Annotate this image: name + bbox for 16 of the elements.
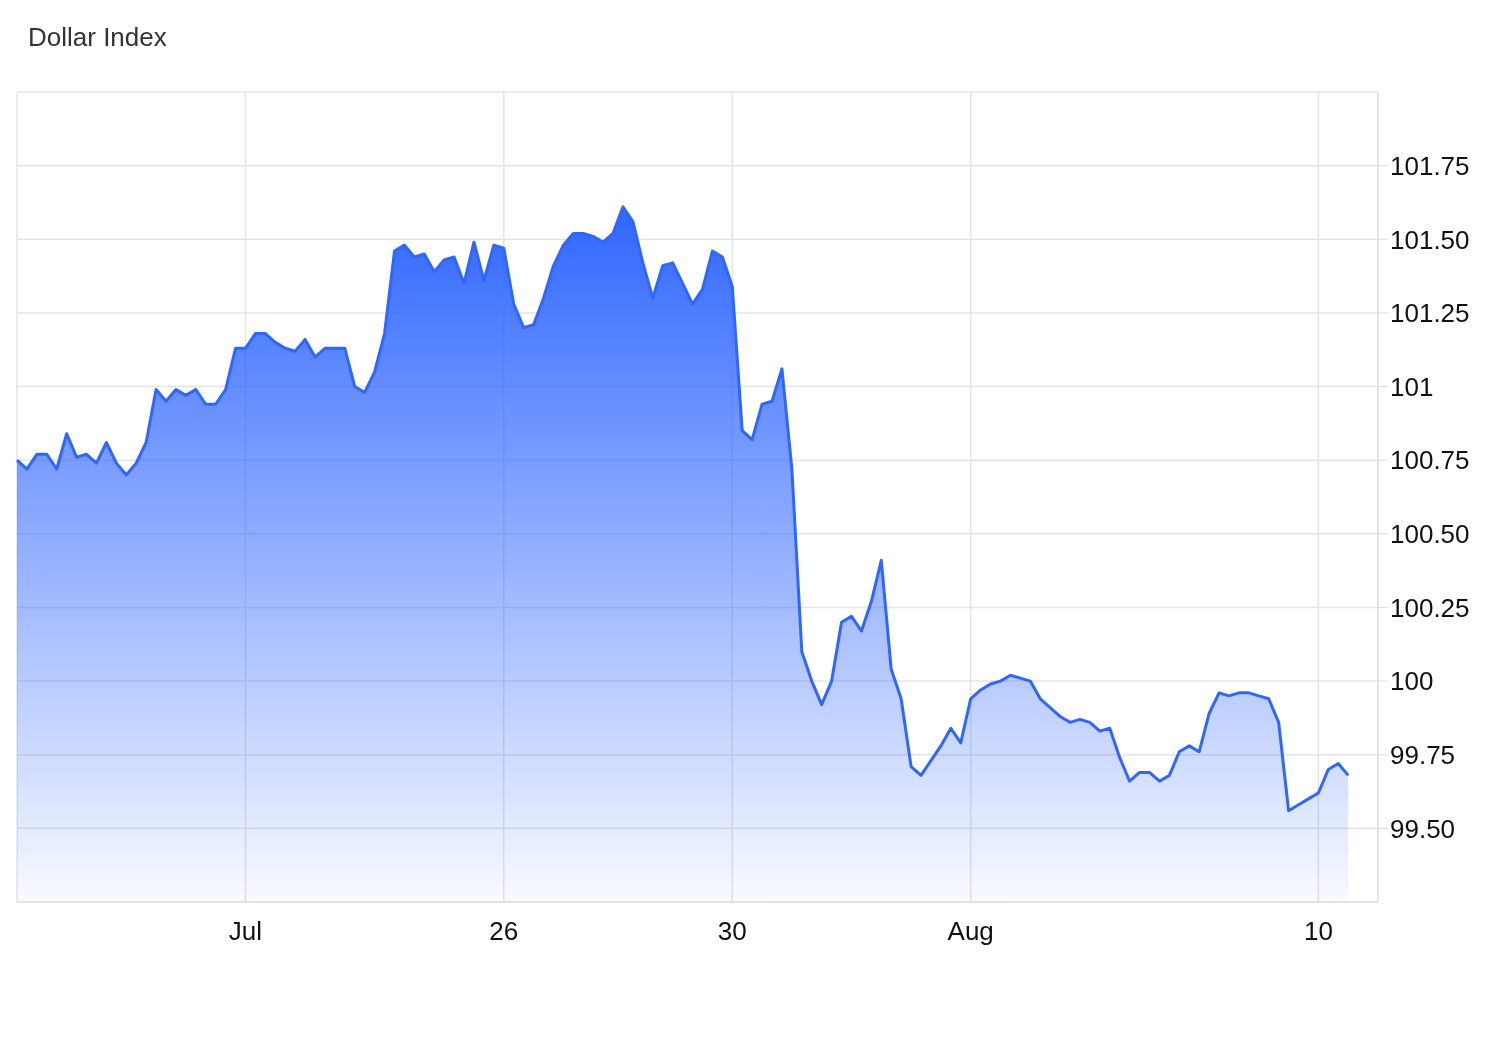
y-tick-label: 101.25 [1390,298,1470,329]
x-tick-label: 30 [717,916,747,947]
x-tick-label: Jul [228,916,263,947]
y-tick-label: 99.50 [1390,813,1456,844]
y-tick-label: 100 [1390,666,1434,697]
y-tick-label: 101.50 [1390,224,1470,255]
y-tick-label: 101.75 [1390,150,1470,181]
chart-title: Dollar Index [27,21,168,54]
y-tick-label: 101 [1390,371,1434,402]
y-tick-label: 100.25 [1390,592,1470,623]
y-tick-label: 99.75 [1390,739,1456,770]
x-tick-label: 10 [1303,916,1333,947]
x-tick-label: Aug [947,916,994,947]
y-tick-label: 100.50 [1390,519,1470,550]
y-tick-label: 100.75 [1390,445,1470,476]
x-tick-label: 26 [489,916,519,947]
